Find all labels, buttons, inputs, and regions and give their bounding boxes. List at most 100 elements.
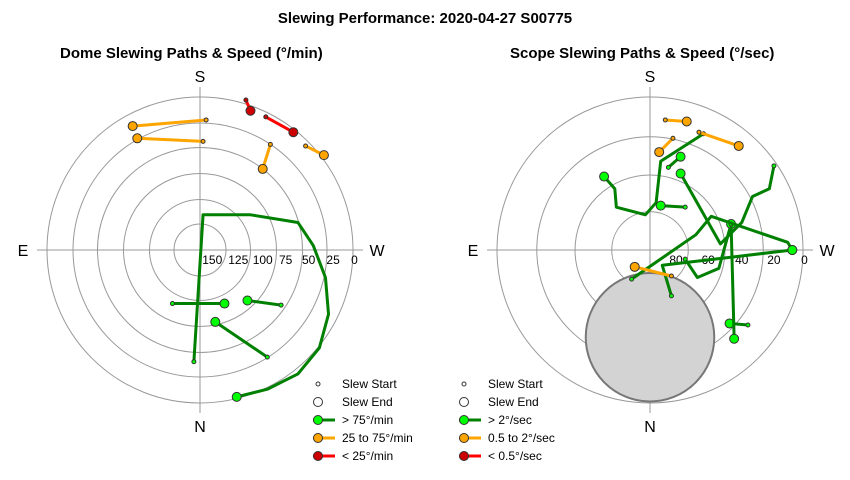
slew-start-marker: [668, 273, 674, 279]
slew-end-marker: [629, 261, 640, 272]
dome-polar-plot: S N E W 150 125 100 75 50 25 0: [18, 69, 386, 436]
legend-swatch: [315, 381, 321, 387]
slew-path: [137, 136, 204, 143]
slew-end-marker: [733, 140, 744, 151]
slew-start-marker: [668, 293, 674, 299]
dome-legend: Slew Start Slew End > 75°/min 25 to 75°/min…: [312, 375, 413, 465]
slew-end-marker: [787, 245, 798, 255]
radial-tick-label: 75: [279, 253, 293, 267]
legend-label: 25 to 75°/min: [342, 431, 413, 445]
slew-end-marker: [219, 298, 230, 309]
slew-end-marker: [681, 116, 692, 127]
scope-chart-title: Scope Slewing Paths & Speed (°/sec): [510, 45, 775, 62]
slew-start-marker: [629, 276, 635, 282]
slew-end-marker: [245, 105, 256, 116]
legend-label: < 25°/min: [342, 449, 394, 463]
end-marker-swatch: [313, 397, 323, 407]
slew-end-marker: [729, 333, 740, 344]
slew-start-marker: [191, 359, 197, 365]
start-marker-swatch: [315, 381, 321, 387]
slew-end-marker: [127, 121, 138, 132]
legend-item: 0.5 to 2°/sec: [458, 429, 555, 447]
cardinal-top: S: [195, 69, 206, 86]
slew-end-marker: [242, 295, 253, 306]
slew-end-marker: [675, 151, 686, 162]
radial-tick-label: 100: [253, 253, 273, 267]
legend-swatch: [313, 415, 335, 425]
slew-start-marker: [745, 322, 751, 328]
slew-path: [132, 118, 207, 128]
slew-path: [679, 165, 776, 246]
slew-start-marker: [696, 129, 702, 135]
slew-end-marker: [318, 150, 329, 161]
slew-start-marker: [169, 301, 175, 307]
start-marker-swatch: [461, 381, 467, 387]
radial-tick-label: 20: [767, 253, 781, 267]
legend-label: > 2°/sec: [488, 413, 532, 427]
slew-path: [698, 130, 740, 148]
legend-label: Slew Start: [488, 377, 543, 391]
legend-item: > 75°/min: [312, 411, 413, 429]
legend-label: > 75°/min: [342, 413, 394, 427]
cardinal-bottom: N: [194, 419, 206, 436]
slew-path: [602, 132, 705, 217]
slew-end-marker: [231, 391, 242, 402]
slew-path: [683, 223, 733, 280]
legend-swatch: [461, 381, 467, 387]
slew-end-marker: [132, 133, 143, 144]
cardinal-top: S: [645, 69, 656, 86]
legend-item: > 2°/sec: [458, 411, 555, 429]
legend-label: 0.5 to 2°/sec: [488, 431, 555, 445]
cardinal-left: E: [18, 243, 29, 260]
slew-start-marker: [278, 302, 284, 308]
slew-path: [247, 299, 282, 307]
slew-start-marker: [670, 135, 676, 141]
zenith-exclusion-zone: [584, 271, 716, 403]
marker-swatch: [313, 451, 323, 461]
marker-swatch: [459, 415, 469, 425]
slew-start-marker: [662, 117, 668, 123]
slew-start-marker: [263, 114, 269, 120]
slew-start-marker: [682, 256, 688, 262]
legend-item: < 0.5°/sec: [458, 447, 555, 465]
legend-item: 25 to 75°/min: [312, 429, 413, 447]
slew-end-marker: [655, 200, 666, 211]
slew-end-marker: [675, 168, 686, 179]
marker-swatch: [459, 451, 469, 461]
legend-swatch: [459, 433, 481, 443]
cardinal-right: W: [819, 243, 835, 260]
radial-tick-label: 125: [228, 253, 248, 267]
legend-swatch: [313, 397, 323, 407]
dome-chart-title: Dome Slewing Paths & Speed (°/min): [60, 45, 323, 62]
legend-swatch: [313, 451, 335, 461]
radial-tick-label: 0: [351, 253, 358, 267]
legend-swatch: [459, 397, 469, 407]
cardinal-bottom: N: [644, 419, 656, 436]
slew-start-marker: [267, 141, 273, 147]
slew-start-marker: [682, 204, 688, 210]
slew-start-marker: [264, 354, 270, 360]
legend-label: < 0.5°/sec: [488, 449, 542, 463]
marker-swatch: [459, 433, 469, 443]
marker-swatch: [313, 433, 323, 443]
legend-item: Slew Start: [458, 375, 555, 393]
slew-end-marker: [654, 147, 665, 158]
slew-path: [214, 320, 269, 359]
slew-end-marker: [210, 316, 221, 327]
legend-swatch: [459, 451, 481, 461]
slew-start-marker: [771, 163, 777, 169]
slew-start-marker: [665, 164, 671, 170]
legend-item: Slew End: [458, 393, 555, 411]
slew-start-marker: [303, 143, 309, 149]
legend-label: Slew End: [488, 395, 539, 409]
radial-tick-label: 150: [202, 253, 222, 267]
scope-legend: Slew Start Slew End > 2°/sec 0.5 to 2°/sec <…: [458, 375, 555, 465]
legend-item: Slew End: [312, 393, 413, 411]
marker-swatch: [313, 415, 323, 425]
slew-end-marker: [257, 163, 268, 174]
legend-item: Slew Start: [312, 375, 413, 393]
legend-swatch: [459, 415, 481, 425]
radial-tick-label: 25: [326, 253, 340, 267]
slew-end-marker: [599, 171, 610, 182]
